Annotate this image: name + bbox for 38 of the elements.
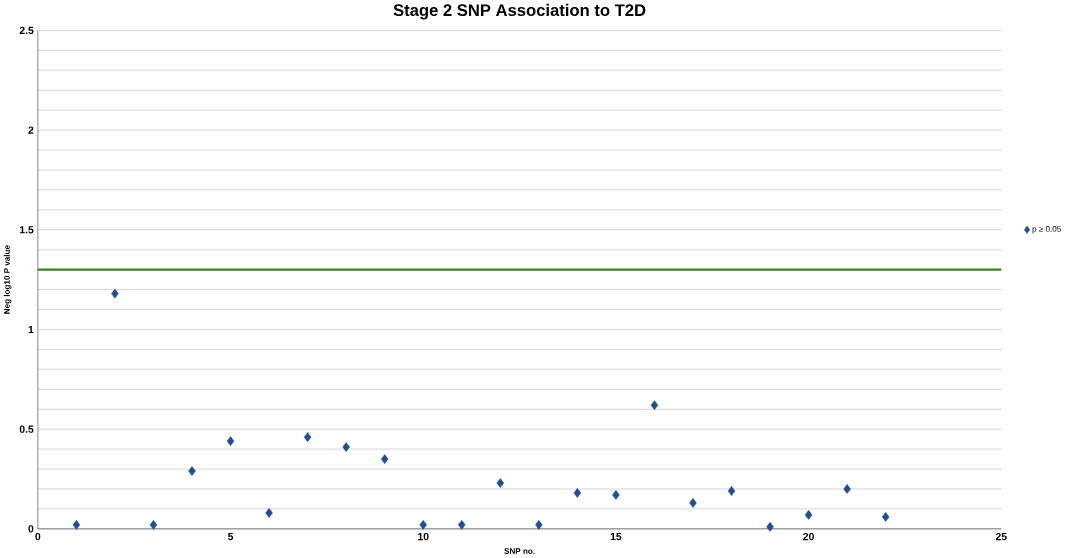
point [149, 520, 158, 530]
x-tick-label: 15 [610, 533, 622, 541]
point [303, 432, 312, 443]
x-tick-label: 10 [418, 533, 429, 541]
chart-title: Stage 2 SNP Association to T2D [393, 3, 646, 20]
y-tick-label: 2.5 [19, 26, 34, 35]
point [612, 490, 620, 500]
point [342, 442, 350, 453]
point [458, 520, 466, 530]
y-tick-label: 1 [28, 326, 34, 334]
x-tick-label: 0 [35, 533, 41, 541]
point [226, 436, 235, 447]
y-tick-label: 2 [28, 126, 34, 134]
y-tick-label: 0 [28, 525, 34, 533]
point [766, 522, 774, 532]
point [727, 486, 736, 496]
point [188, 466, 196, 476]
point [535, 520, 543, 530]
point [496, 478, 504, 488]
point [72, 520, 81, 530]
x-tick-label: 25 [995, 533, 1007, 541]
legend-label: p ≥ 0.05 [1032, 226, 1061, 234]
y-axis-title: Neg log10 P value [3, 245, 12, 314]
x-axis-title: SNP no. [504, 548, 535, 555]
point [381, 454, 389, 465]
point [843, 484, 851, 494]
point [573, 488, 582, 498]
point [804, 510, 813, 520]
point [111, 288, 119, 299]
point [689, 498, 697, 508]
x-tick-label: 20 [803, 533, 814, 541]
point [265, 508, 273, 518]
point [650, 400, 659, 411]
y-tick-label: 1.5 [19, 226, 34, 234]
y-tick-label: 0.5 [19, 425, 34, 433]
point [419, 520, 427, 530]
point [881, 512, 890, 522]
x-tick-label: 5 [227, 533, 234, 541]
